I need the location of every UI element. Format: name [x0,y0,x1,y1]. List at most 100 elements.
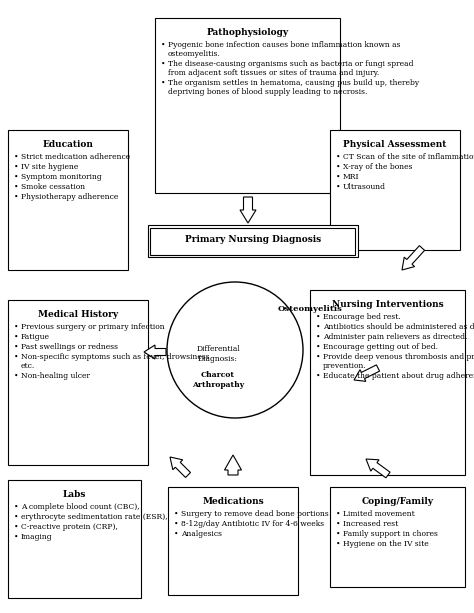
Text: The disease-causing organisms such as bacteria or fungi spread: The disease-causing organisms such as ba… [168,60,413,68]
Text: Pathophysiology: Pathophysiology [207,28,289,37]
Text: •: • [316,313,320,321]
Text: •: • [161,41,165,49]
Text: •: • [14,533,18,541]
Text: •: • [336,520,340,528]
Text: •: • [14,153,18,161]
Text: •: • [316,333,320,341]
Text: osteomyelitis.: osteomyelitis. [168,50,221,58]
Text: •: • [14,513,18,521]
Text: The organism settles in hematoma, causing pus build up, thereby: The organism settles in hematoma, causin… [168,79,419,87]
Text: 8-12g/day Antibiotic IV for 4-6 weeks: 8-12g/day Antibiotic IV for 4-6 weeks [181,520,324,528]
FancyArrow shape [402,246,425,270]
Bar [151,227,356,254]
Text: •: • [174,520,179,528]
Text: •: • [336,510,340,518]
Text: Antibiotics should be administered as directed.: Antibiotics should be administered as di… [323,323,474,331]
Text: •: • [316,343,320,351]
FancyArrow shape [366,459,390,478]
FancyArrow shape [170,457,191,478]
Text: Smoke cessation: Smoke cessation [21,183,85,191]
Text: •: • [336,540,340,548]
Text: •: • [14,333,18,341]
Text: •: • [14,523,18,531]
Text: IV site hygiene: IV site hygiene [21,163,78,171]
Text: depriving bones of blood supply leading to necrosis.: depriving bones of blood supply leading … [168,88,367,96]
Text: Past swellings or redness: Past swellings or redness [21,343,118,351]
Text: •: • [316,323,320,331]
Text: Pyogenic bone infection causes bone inflammation known as: Pyogenic bone infection causes bone infl… [168,41,401,49]
Text: •: • [316,372,320,380]
Text: Educate the patient about drug adherence.: Educate the patient about drug adherence… [323,372,474,380]
Text: Non-specific symptoms such as fever, drowsiness: Non-specific symptoms such as fever, dro… [21,353,210,361]
Text: erythrocyte sedimentation rate (ESR),: erythrocyte sedimentation rate (ESR), [21,513,168,521]
Text: Non-healing ulcer: Non-healing ulcer [21,372,90,380]
Text: •: • [14,163,18,171]
Text: Symptom monitoring: Symptom monitoring [21,173,102,181]
Text: Medications: Medications [202,497,264,506]
Text: Imaging: Imaging [21,533,53,541]
Text: •: • [336,163,340,171]
Text: •: • [14,173,18,181]
Text: etc.: etc. [21,362,35,370]
Text: Primary Nursing Diagnosis: Primary Nursing Diagnosis [185,235,321,244]
Text: Encourage bed rest.: Encourage bed rest. [323,313,401,321]
Bar [8,480,141,598]
Text: Administer pain relievers as directed.: Administer pain relievers as directed. [323,333,467,341]
Text: •: • [14,372,18,380]
Text: •: • [14,183,18,191]
Bar [8,300,148,465]
Text: Osteomyelitis: Osteomyelitis [278,305,343,313]
Bar [148,225,358,257]
Text: C-reactive protein (CRP),: C-reactive protein (CRP), [21,523,118,531]
Text: •: • [174,530,179,538]
Text: Labs: Labs [63,490,86,499]
Text: MRI: MRI [343,173,359,181]
Text: •: • [14,343,18,351]
FancyArrow shape [144,345,166,359]
Text: •: • [161,79,165,87]
Text: X-ray of the bones: X-ray of the bones [343,163,412,171]
Text: •: • [14,353,18,361]
Text: •: • [174,510,179,518]
Bar [155,18,340,193]
FancyArrow shape [225,455,241,475]
Text: Physiotherapy adherence: Physiotherapy adherence [21,193,118,201]
Text: Charcot
Arthropathy: Charcot Arthropathy [192,371,244,389]
Text: Previous surgery or primary infection: Previous surgery or primary infection [21,323,164,331]
Text: Strict medication adherence: Strict medication adherence [21,153,130,161]
Text: Physical Assessment: Physical Assessment [343,140,447,149]
Text: •: • [14,193,18,201]
Text: •: • [336,153,340,161]
Text: Provide deep venous thrombosis and pressure ulcer: Provide deep venous thrombosis and press… [323,353,474,361]
Text: Ultrasound: Ultrasound [343,183,386,191]
Text: Differential
Diagnosis:: Differential Diagnosis: [196,345,240,364]
Text: Hygiene on the IV site: Hygiene on the IV site [343,540,429,548]
Text: •: • [336,530,340,538]
Text: •: • [14,323,18,331]
Bar [168,487,298,595]
Text: Family support in chores: Family support in chores [343,530,438,538]
Text: Increased rest: Increased rest [343,520,398,528]
Text: Medical History: Medical History [38,310,118,319]
Text: prevention.: prevention. [323,362,367,370]
FancyArrow shape [240,197,256,223]
FancyArrow shape [354,365,380,381]
Text: Encourage getting out of bed.: Encourage getting out of bed. [323,343,438,351]
Text: Coping/Family: Coping/Family [362,497,434,506]
Text: •: • [316,353,320,361]
Text: •: • [336,183,340,191]
Text: •: • [14,503,18,511]
Text: Fatigue: Fatigue [21,333,50,341]
Bar [310,290,465,475]
Text: Analgesics: Analgesics [181,530,222,538]
Bar [330,487,465,587]
Text: •: • [336,173,340,181]
Text: Nursing Interventions: Nursing Interventions [332,300,443,309]
Bar [8,130,128,270]
Text: A complete blood count (CBC),: A complete blood count (CBC), [21,503,140,511]
Text: •: • [161,60,165,68]
Text: Education: Education [43,140,93,149]
Bar [330,130,460,250]
Text: from adjacent soft tissues or sites of trauma and injury.: from adjacent soft tissues or sites of t… [168,69,379,77]
Text: Surgery to remove dead bone portions: Surgery to remove dead bone portions [181,510,329,518]
